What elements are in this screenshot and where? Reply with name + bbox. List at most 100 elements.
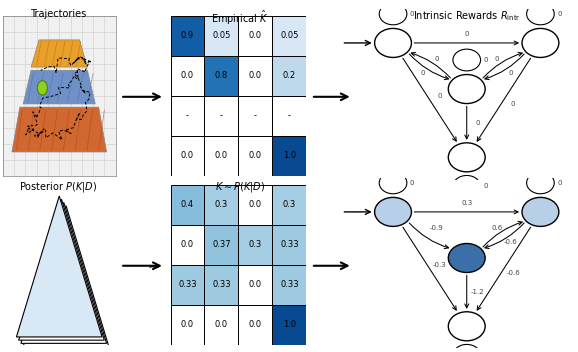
Text: 1.0: 1.0 xyxy=(283,320,296,329)
Polygon shape xyxy=(46,262,72,304)
Text: -: - xyxy=(254,112,257,120)
Text: 0.9: 0.9 xyxy=(181,31,194,40)
Bar xyxy=(171,185,205,225)
Text: 0: 0 xyxy=(410,180,414,186)
Polygon shape xyxy=(52,274,66,298)
Text: 0.3: 0.3 xyxy=(215,200,228,209)
Bar xyxy=(205,185,239,225)
Polygon shape xyxy=(39,246,80,313)
Polygon shape xyxy=(51,272,68,300)
Polygon shape xyxy=(18,201,100,335)
Text: 0.0: 0.0 xyxy=(249,71,262,80)
Bar xyxy=(205,136,239,176)
Bar xyxy=(272,16,306,56)
Bar xyxy=(171,265,205,305)
Polygon shape xyxy=(31,229,87,321)
Polygon shape xyxy=(21,202,106,343)
Text: Empirical $\hat{K}$: Empirical $\hat{K}$ xyxy=(211,9,269,27)
Polygon shape xyxy=(55,281,64,295)
Polygon shape xyxy=(40,248,79,312)
Text: 0: 0 xyxy=(557,11,561,17)
Text: 0.0: 0.0 xyxy=(249,200,262,209)
Bar xyxy=(171,96,205,136)
Polygon shape xyxy=(25,215,94,328)
Text: Trajectories: Trajectories xyxy=(29,9,86,19)
Circle shape xyxy=(522,197,559,226)
Bar xyxy=(171,136,205,176)
Polygon shape xyxy=(36,239,83,316)
Bar xyxy=(205,96,239,136)
Circle shape xyxy=(37,81,47,95)
Text: 0.0: 0.0 xyxy=(249,320,262,329)
Bar xyxy=(272,305,306,345)
Text: -0.9: -0.9 xyxy=(430,225,443,231)
Polygon shape xyxy=(28,222,90,324)
Bar xyxy=(239,305,272,345)
Text: 0.0: 0.0 xyxy=(181,151,194,161)
Text: 0.3: 0.3 xyxy=(283,200,296,209)
Polygon shape xyxy=(45,257,74,307)
Polygon shape xyxy=(30,227,88,322)
Polygon shape xyxy=(23,206,109,347)
Text: 0.3: 0.3 xyxy=(249,240,262,249)
Text: 0.0: 0.0 xyxy=(249,151,262,161)
Text: 0.4: 0.4 xyxy=(181,200,194,209)
Polygon shape xyxy=(21,206,98,332)
Text: -: - xyxy=(220,112,223,120)
Bar xyxy=(205,225,239,265)
Polygon shape xyxy=(17,199,101,336)
Text: 0.0: 0.0 xyxy=(181,240,194,249)
Circle shape xyxy=(449,75,485,103)
Bar xyxy=(272,136,306,176)
Bar xyxy=(272,185,306,225)
Text: -1.2: -1.2 xyxy=(470,289,484,295)
Text: -0.6: -0.6 xyxy=(503,239,517,245)
Bar xyxy=(171,225,205,265)
Text: 0.2: 0.2 xyxy=(283,71,296,80)
Text: -0.6: -0.6 xyxy=(506,270,520,276)
Circle shape xyxy=(449,312,485,341)
Text: 0.0: 0.0 xyxy=(249,31,262,40)
Bar xyxy=(272,265,306,305)
Polygon shape xyxy=(27,220,91,325)
Polygon shape xyxy=(12,107,106,152)
Bar xyxy=(272,225,306,265)
Bar xyxy=(239,185,272,225)
Polygon shape xyxy=(20,203,99,333)
Text: 0: 0 xyxy=(465,31,469,37)
Polygon shape xyxy=(49,267,70,302)
Text: 0: 0 xyxy=(475,120,480,126)
Text: $K \sim P(K|D)$: $K \sim P(K|D)$ xyxy=(215,180,265,194)
Text: 0: 0 xyxy=(410,11,414,17)
Text: 0.0: 0.0 xyxy=(181,71,194,80)
Polygon shape xyxy=(26,217,92,327)
Polygon shape xyxy=(35,236,84,317)
Text: 0.33: 0.33 xyxy=(178,281,197,289)
Text: 0.0: 0.0 xyxy=(181,320,194,329)
Text: 0: 0 xyxy=(557,180,561,186)
Polygon shape xyxy=(24,213,95,329)
Text: 0: 0 xyxy=(483,57,488,63)
Polygon shape xyxy=(57,286,61,293)
Polygon shape xyxy=(32,232,86,320)
Circle shape xyxy=(375,197,412,226)
Bar xyxy=(205,305,239,345)
Text: 0: 0 xyxy=(508,70,513,76)
Polygon shape xyxy=(37,241,81,315)
Text: 0.05: 0.05 xyxy=(280,31,299,40)
Text: 0: 0 xyxy=(435,56,439,62)
Text: 0: 0 xyxy=(438,93,442,99)
Polygon shape xyxy=(45,260,73,306)
Bar xyxy=(239,265,272,305)
Text: $\sim$: $\sim$ xyxy=(145,258,161,273)
Text: 0.0: 0.0 xyxy=(215,151,228,161)
Circle shape xyxy=(449,143,485,172)
Text: 0.8: 0.8 xyxy=(215,71,228,80)
Polygon shape xyxy=(29,224,89,323)
Text: 0.0: 0.0 xyxy=(215,320,228,329)
Bar xyxy=(205,16,239,56)
Text: -: - xyxy=(288,112,291,120)
Text: 0: 0 xyxy=(421,70,425,76)
Text: 0.05: 0.05 xyxy=(212,31,231,40)
Text: 1.0: 1.0 xyxy=(283,151,296,161)
